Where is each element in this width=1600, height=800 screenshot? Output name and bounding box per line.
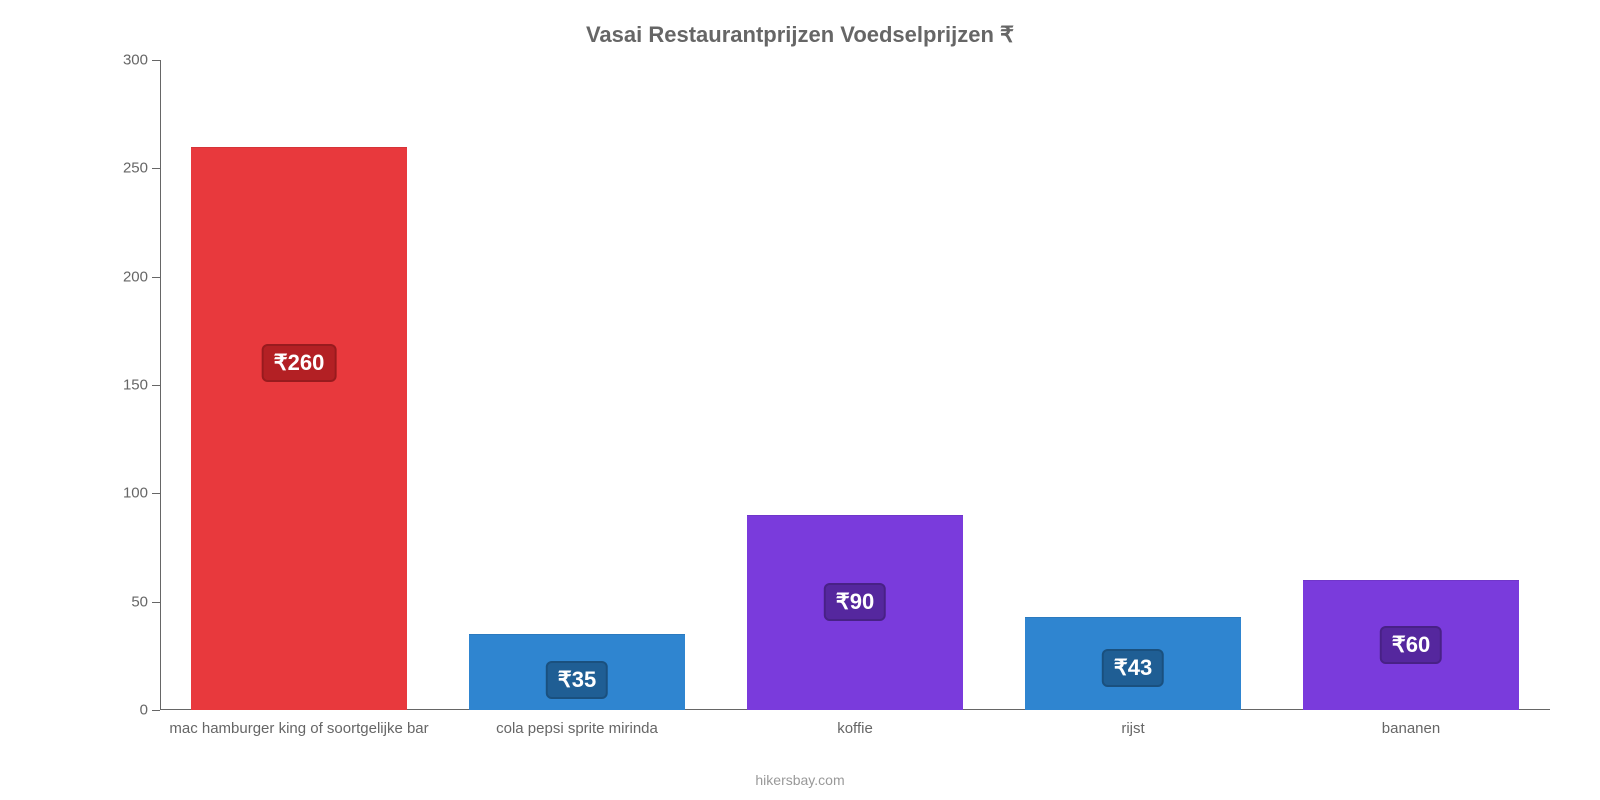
y-tick-label: 200 — [123, 268, 160, 285]
x-tick-label: koffie — [837, 710, 873, 737]
x-tick-label: mac hamburger king of soortgelijke bar — [169, 710, 428, 737]
chart-title: Vasai Restaurantprijzen Voedselprijzen ₹ — [0, 22, 1600, 48]
x-tick-label: bananen — [1382, 710, 1440, 737]
x-tick-label: rijst — [1121, 710, 1144, 737]
chart-attribution: hikersbay.com — [0, 772, 1600, 788]
y-tick-label: 150 — [123, 377, 160, 394]
y-tick-label: 100 — [123, 485, 160, 502]
y-tick-label: 0 — [140, 702, 160, 719]
x-tick-label: cola pepsi sprite mirinda — [496, 710, 658, 737]
bar-value-badge: ₹60 — [1380, 626, 1442, 664]
bar-value-badge: ₹90 — [824, 583, 886, 621]
bar-value-badge: ₹43 — [1102, 649, 1164, 687]
bar-value-badge: ₹260 — [262, 344, 337, 382]
y-tick-label: 300 — [123, 52, 160, 69]
plot-area: 050100150200250300₹260mac hamburger king… — [160, 60, 1550, 710]
bar-value-badge: ₹35 — [546, 661, 608, 699]
y-tick-label: 250 — [123, 160, 160, 177]
bar — [191, 147, 408, 710]
chart-container: Vasai Restaurantprijzen Voedselprijzen ₹… — [0, 0, 1600, 800]
y-axis-line — [160, 60, 161, 710]
y-tick-label: 50 — [131, 593, 160, 610]
